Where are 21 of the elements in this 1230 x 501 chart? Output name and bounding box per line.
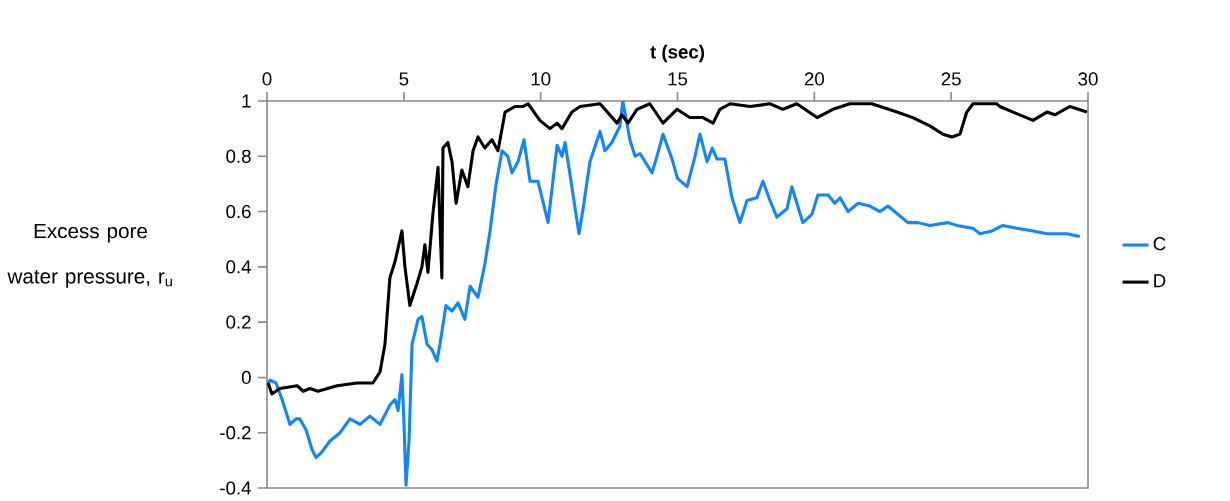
x-tick-label: 5 (399, 72, 409, 86)
y-tick-label: 1 (242, 94, 251, 108)
x-axis-title: t (sec) (650, 44, 705, 63)
y-tick-label: -0.2 (220, 426, 251, 440)
x-tick-label: 25 (941, 72, 961, 86)
legend-label: D (1154, 274, 1166, 288)
line-series (267, 102, 1088, 396)
y-tick-label: 0 (241, 370, 251, 385)
y-tick-label: -0.4 (220, 481, 251, 495)
x-tick-label: 0 (262, 72, 272, 86)
y-tick-label: 0.6 (226, 204, 251, 219)
x-tick-label: 30 (1078, 72, 1098, 86)
x-tick-label: 10 (531, 72, 551, 86)
x-tick-label: 15 (668, 72, 688, 86)
y-tick-label: 0.2 (226, 315, 251, 329)
y-tick-label: 0.4 (226, 260, 251, 274)
legend-label: C (1153, 237, 1166, 251)
text: Excess pore water pressure, r$_{u}$ (7, 223, 172, 288)
line-series (267, 101, 1082, 487)
y-tick-label: 0.8 (226, 149, 251, 163)
x-tick-label: 20 (804, 72, 824, 86)
